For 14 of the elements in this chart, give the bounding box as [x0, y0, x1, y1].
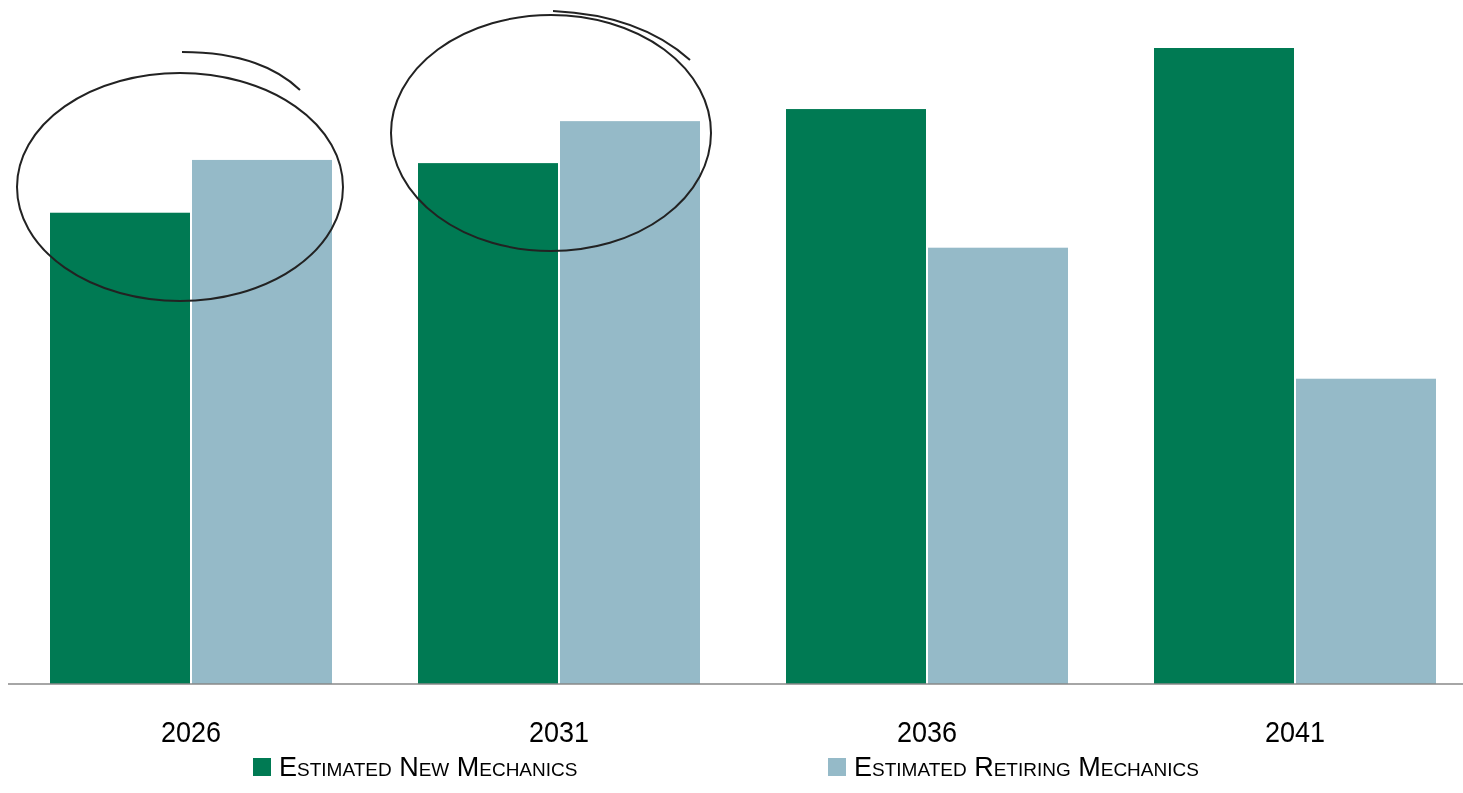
x-tick-label: 2041: [1264, 714, 1326, 749]
legend-label: Estimated New Mechanics: [279, 752, 578, 782]
legend-label: Estimated Retiring Mechanics: [854, 752, 1199, 782]
bar: [928, 247, 1068, 684]
bar: [560, 121, 700, 684]
bar: [1154, 48, 1294, 684]
bar: [786, 109, 926, 684]
x-tick-label: 2036: [896, 714, 958, 749]
bar: [192, 159, 332, 684]
x-tick-label: 2031: [528, 714, 590, 749]
bar: [50, 212, 190, 684]
x-tick-label: 2026: [160, 714, 222, 749]
bar: [418, 163, 558, 684]
bar: [1296, 378, 1436, 684]
